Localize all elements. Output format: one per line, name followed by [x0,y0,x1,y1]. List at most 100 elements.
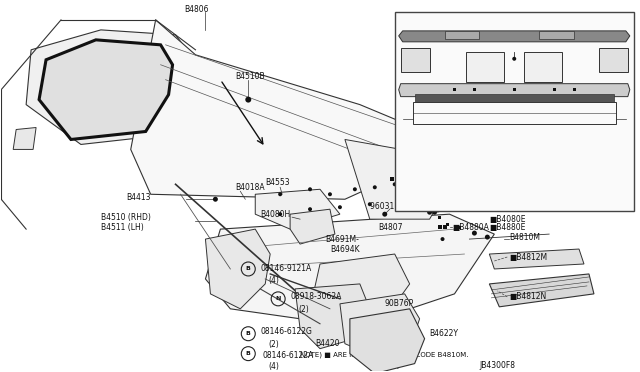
Text: B: B [246,351,251,356]
Bar [573,88,575,91]
Bar [467,52,504,82]
Text: B4614: B4614 [375,362,399,371]
Bar [438,216,441,219]
Circle shape [427,210,432,215]
Text: B: B [246,266,251,272]
Text: M: M [511,43,517,49]
Bar [415,94,614,102]
Polygon shape [310,254,410,329]
Circle shape [308,207,312,211]
Text: B4691M-: B4691M- [325,235,359,244]
Text: B4880EB: B4880EB [378,316,412,325]
Text: B4430A: B4430A [449,203,479,212]
Polygon shape [205,229,270,309]
Text: B.■B4810GA  G.■B4810GF  M.■B4810GL: B.■B4810GA G.■B4810GF M.■B4810GL [403,151,543,157]
Text: N H: N H [607,53,620,59]
Circle shape [382,212,387,217]
Text: N: N [482,87,487,93]
Bar [453,88,456,91]
Circle shape [512,57,516,61]
Text: 08918-3062A: 08918-3062A [290,292,342,301]
Circle shape [397,199,402,203]
Text: J: J [401,81,403,90]
Bar [446,223,449,226]
Text: ■B4880E: ■B4880E [490,222,525,232]
Circle shape [432,210,437,215]
Text: C.■B4810GB  H.■B4810GG  N■B4810GN: C.■B4810GB H.■B4810GG N■B4810GN [403,164,543,170]
Text: B4413: B4413 [126,193,150,202]
Text: B4080H: B4080H [260,210,291,219]
Text: B4807: B4807 [378,222,403,232]
Polygon shape [290,209,335,244]
Text: B4694K: B4694K [330,244,360,254]
Text: B4300: B4300 [422,115,447,124]
Circle shape [328,192,332,196]
Text: (4): (4) [268,276,279,285]
Polygon shape [13,128,36,150]
Text: 08146-9121A: 08146-9121A [260,264,312,273]
Polygon shape [295,284,370,349]
Bar [458,226,461,229]
Text: N: N [275,296,281,301]
Text: B: B [512,129,517,138]
Text: B4806: B4806 [184,6,209,15]
Text: NOTE) ■ ARE INCLUDED IN PART CODE B4810M.: NOTE) ■ ARE INCLUDED IN PART CODE B4810M… [300,352,468,358]
Bar [473,88,476,91]
Text: E.■B4810GD  K.■B4810GJ: E.■B4810GD K.■B4810GJ [403,190,492,196]
Polygon shape [490,274,594,307]
Text: N: N [620,116,625,122]
Circle shape [372,185,377,189]
Bar [539,31,574,39]
Circle shape [278,212,282,216]
Circle shape [418,187,422,191]
Bar [438,225,442,229]
Text: ■B4080E: ■B4080E [490,215,526,224]
Bar [513,88,516,91]
Polygon shape [39,40,173,140]
Text: A: A [511,107,517,116]
Text: 96031F A: 96031F A [370,202,406,211]
Text: B4553: B4553 [265,178,290,187]
Text: B4814: B4814 [415,170,439,179]
Polygon shape [490,249,584,269]
Circle shape [278,192,282,196]
Bar [390,177,394,181]
Text: B4018A: B4018A [236,183,265,192]
Bar [413,102,616,124]
Circle shape [338,205,342,209]
Circle shape [368,202,372,206]
Text: D.■B4810GC  J.■B4810GH: D.■B4810GC J.■B4810GH [403,177,493,183]
Text: ■B4812N: ■B4812N [509,292,547,301]
Text: K: K [623,81,628,90]
Text: N: N [404,116,410,122]
Bar [524,52,562,82]
Text: (4): (4) [268,362,279,371]
Text: F: F [442,87,447,93]
Polygon shape [345,140,449,219]
Text: JB4300F8: JB4300F8 [479,361,515,370]
Polygon shape [255,189,340,229]
Text: N C: N C [602,19,616,28]
Text: 08146-6122G: 08146-6122G [260,327,312,336]
Text: F: F [582,87,586,93]
Polygon shape [350,309,424,372]
Text: N D: N D [413,19,427,28]
Polygon shape [205,214,494,319]
Text: B: B [246,331,251,336]
Polygon shape [401,48,429,72]
Circle shape [353,187,357,191]
Circle shape [245,97,252,103]
Text: (2): (2) [268,340,279,349]
Polygon shape [26,30,195,144]
Bar [445,31,479,39]
Bar [442,225,447,229]
Text: B4420: B4420 [315,339,339,348]
Polygon shape [399,31,630,42]
Circle shape [308,187,312,191]
Polygon shape [340,294,420,359]
Bar [552,88,556,91]
Text: B4810M: B4810M [509,232,540,241]
Text: ■B4880A: ■B4880A [452,222,490,232]
Text: B4622Y: B4622Y [429,329,459,338]
Text: B4510 (RHD): B4510 (RHD) [101,213,150,222]
